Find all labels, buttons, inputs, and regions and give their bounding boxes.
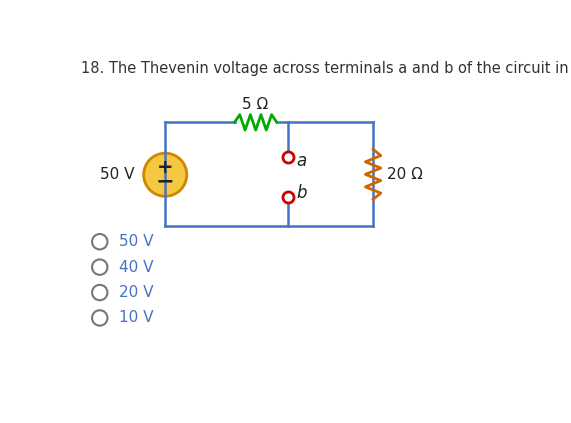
Text: 50 V: 50 V: [119, 234, 154, 249]
Text: 20 V: 20 V: [119, 285, 154, 300]
Text: b: b: [296, 184, 307, 202]
Text: 50 V: 50 V: [100, 167, 134, 182]
Text: 40 V: 40 V: [119, 260, 154, 275]
Text: 18. The Thevenin voltage across terminals a and b of the circuit in the figure.: 18. The Thevenin voltage across terminal…: [81, 61, 571, 76]
Text: 5 Ω: 5 Ω: [242, 96, 268, 112]
Text: 10 V: 10 V: [119, 310, 154, 325]
Text: −: −: [156, 172, 175, 192]
Text: a: a: [296, 152, 307, 170]
Text: 20 Ω: 20 Ω: [387, 167, 423, 182]
Circle shape: [144, 153, 187, 196]
Text: +: +: [157, 158, 174, 177]
